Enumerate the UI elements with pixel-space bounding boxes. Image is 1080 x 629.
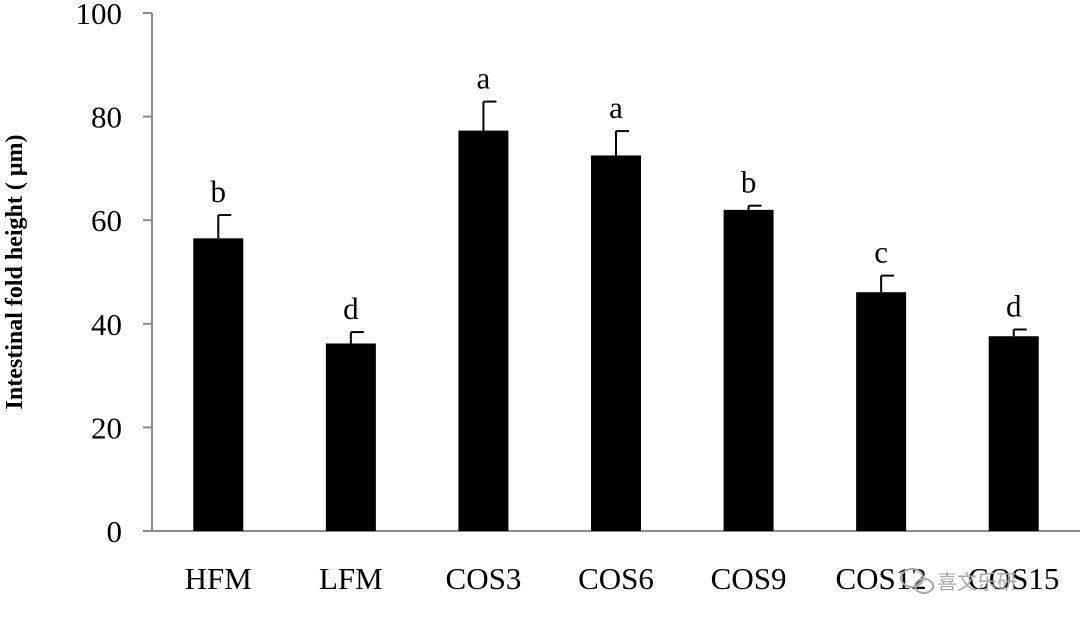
- y-tick-label-40: 40: [91, 307, 122, 342]
- sig-label-lfm: d: [343, 291, 359, 326]
- bar-hfm: [193, 238, 244, 531]
- watermark-text: 喜文乐研: [937, 570, 1017, 594]
- y-ticks: 0 20 40 60 80 100: [76, 0, 152, 549]
- x-tick-labels: HFM LFM COS3 COS6 COS9 COS12 COS15: [185, 561, 1060, 596]
- sig-label-cos15: d: [1006, 288, 1022, 323]
- sig-label-cos3: a: [477, 61, 491, 96]
- significance-labels: b d a a b c d: [211, 61, 1022, 327]
- wechat-icon: [900, 568, 934, 594]
- x-tick-label-cos15: COS15: [968, 561, 1059, 596]
- y-axis-label: Intestinal fold height ( μm): [2, 135, 28, 410]
- bar-cos9: [723, 209, 774, 531]
- error-bars: [217, 100, 1027, 344]
- bar-cos12: [856, 292, 907, 531]
- x-tick-label-cos3: COS3: [446, 561, 522, 596]
- bars: [193, 130, 1039, 531]
- y-tick-label-0: 0: [107, 514, 123, 549]
- sig-label-cos6: a: [609, 90, 623, 125]
- x-tick-label-lfm: LFM: [319, 561, 383, 596]
- y-tick-label-60: 60: [91, 203, 122, 238]
- x-tick-label-cos9: COS9: [711, 561, 787, 596]
- y-tick-label-80: 80: [91, 100, 122, 135]
- bar-cos6: [591, 155, 641, 531]
- sig-label-cos12: c: [874, 235, 888, 270]
- bar-cos3: [458, 130, 509, 531]
- bar-cos15: [988, 336, 1039, 531]
- x-tick-label-hfm: HFM: [185, 561, 252, 596]
- x-tick-label-cos6: COS6: [578, 561, 654, 596]
- y-tick-label-20: 20: [91, 410, 122, 445]
- watermark: 喜文乐研: [900, 568, 1017, 594]
- sig-label-hfm: b: [211, 174, 227, 209]
- x-tick-label-cos12: COS12: [835, 561, 926, 596]
- sig-label-cos9: b: [741, 165, 757, 200]
- bar-lfm: [325, 343, 376, 531]
- y-tick-label-100: 100: [76, 0, 123, 31]
